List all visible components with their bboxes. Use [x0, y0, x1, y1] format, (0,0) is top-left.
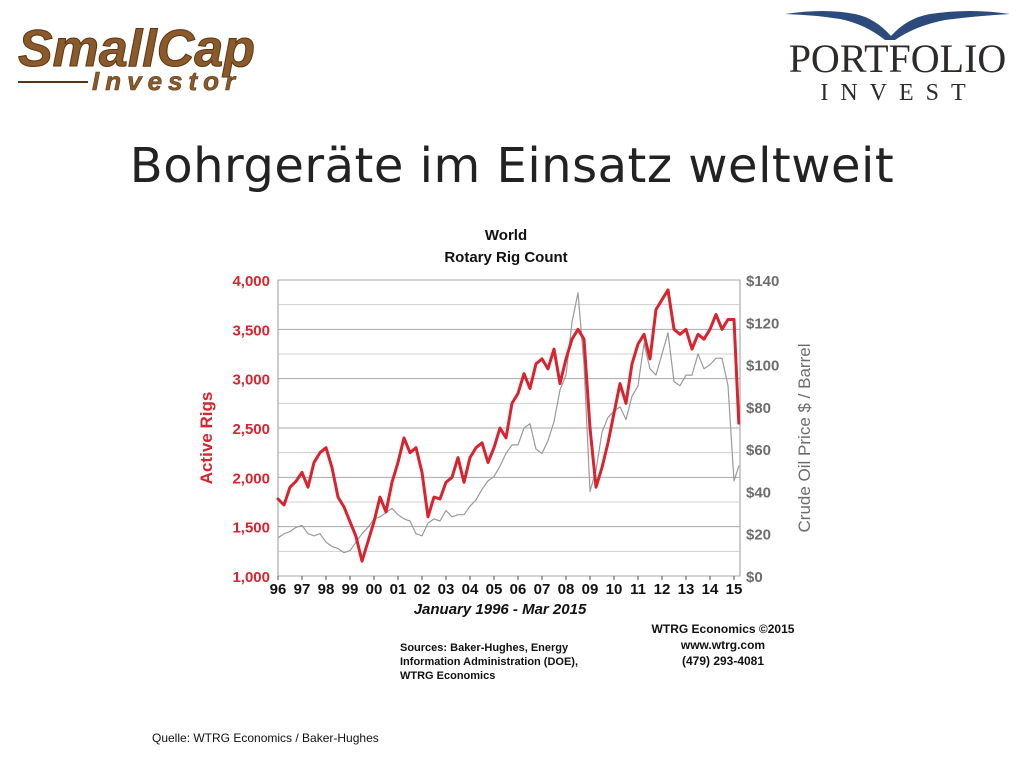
credits-phone: (479) 293-4081	[681, 654, 765, 668]
right-tick-label: $140	[746, 273, 779, 290]
x-tick-label: 99	[342, 581, 359, 598]
x-tick-label: 06	[510, 581, 527, 598]
chart-credits: WTRG Economics ©2015 www.wtrg.com (479) …	[628, 621, 818, 669]
left-tick-label: 1,500	[232, 520, 270, 537]
right-tick-label: $20	[746, 527, 771, 544]
oil-price-line	[277, 292, 740, 554]
source-footnote: Quelle: WTRG Economics / Baker-Hughes	[152, 731, 379, 745]
left-tick-label: 4,000	[232, 273, 270, 290]
x-tick-label: 96	[270, 581, 287, 598]
rig-count-line	[276, 288, 741, 563]
right-tick-label: $0	[746, 569, 763, 586]
x-tick-label: 04	[462, 581, 479, 598]
sources-line: WTRG Economics	[400, 670, 496, 682]
logo-invest-text: INVEST	[820, 80, 977, 106]
x-tick-label: 11	[630, 581, 646, 598]
chart-sources: Sources: Baker-Hughes, Energy Informatio…	[400, 641, 620, 683]
logo-investor-text: Investor	[92, 66, 241, 96]
grid-lines	[278, 279, 740, 577]
x-tick-label: 05	[486, 581, 503, 598]
left-tick-label: 2,500	[232, 421, 270, 438]
right-tick-label: $100	[746, 358, 779, 375]
left-tick-label: 2,000	[232, 470, 270, 487]
left-tick-label: 3,500	[232, 322, 270, 339]
x-tick-label: 02	[414, 581, 431, 598]
x-tick-label: 08	[558, 581, 575, 598]
axis-ticks: 1,000 1,500 2,000 2,500 3,000 3,500 4,000 $0 $20…	[232, 273, 779, 598]
chart-subtitle: Rotary Rig Count	[444, 249, 567, 266]
portfolio-invest-logo: PORTFOLIO INVEST	[785, 11, 1010, 106]
series-lines	[276, 288, 741, 563]
x-tick-label: 97	[294, 581, 311, 598]
credits-website: www.wtrg.com	[680, 638, 766, 652]
x-tick-label: 13	[678, 581, 695, 598]
sources-line: Sources: Baker-Hughes, Energy	[400, 642, 569, 654]
logo-smallcap-text: SmallCap	[18, 20, 255, 78]
x-tick-label: 09	[582, 581, 599, 598]
x-tick-label: 12	[654, 581, 671, 598]
x-tick-label: 15	[726, 581, 743, 598]
bird-wings-icon	[785, 11, 1010, 40]
credits-copyright: WTRG Economics ©2015	[651, 622, 795, 636]
right-tick-label: $40	[746, 484, 771, 501]
right-axis-label: Crude Oil Price $ / Barrel	[795, 344, 814, 533]
rig-count-chart: World Rotary Rig Count 1,000 1,500 2,000 2,…	[197, 227, 814, 618]
logo-portfolio-text: PORTFOLIO	[789, 36, 1007, 81]
x-tick-label: 10	[606, 581, 623, 598]
x-tick-label: 07	[534, 581, 551, 598]
x-tick-label: 00	[366, 581, 383, 598]
left-tick-label: 3,000	[232, 372, 270, 389]
x-tick-label: 01	[390, 581, 407, 598]
sources-line: Information Administration (DOE),	[400, 656, 579, 668]
x-tick-label: 98	[318, 581, 335, 598]
x-tick-label: 03	[438, 581, 455, 598]
x-tick-label: 14	[702, 581, 719, 598]
slide-title: Bohrgeräte im Einsatz weltweit	[129, 138, 895, 194]
right-tick-label: $80	[746, 400, 771, 417]
left-axis-label: Active Rigs	[197, 392, 216, 485]
x-axis-label: January 1996 - Mar 2015	[414, 601, 587, 618]
right-tick-label: $60	[746, 442, 771, 459]
right-tick-label: $120	[746, 315, 779, 332]
left-tick-label: 1,000	[232, 569, 270, 586]
chart-title: World	[485, 227, 527, 244]
smallcap-investor-logo: SmallCap Investor	[18, 20, 256, 97]
